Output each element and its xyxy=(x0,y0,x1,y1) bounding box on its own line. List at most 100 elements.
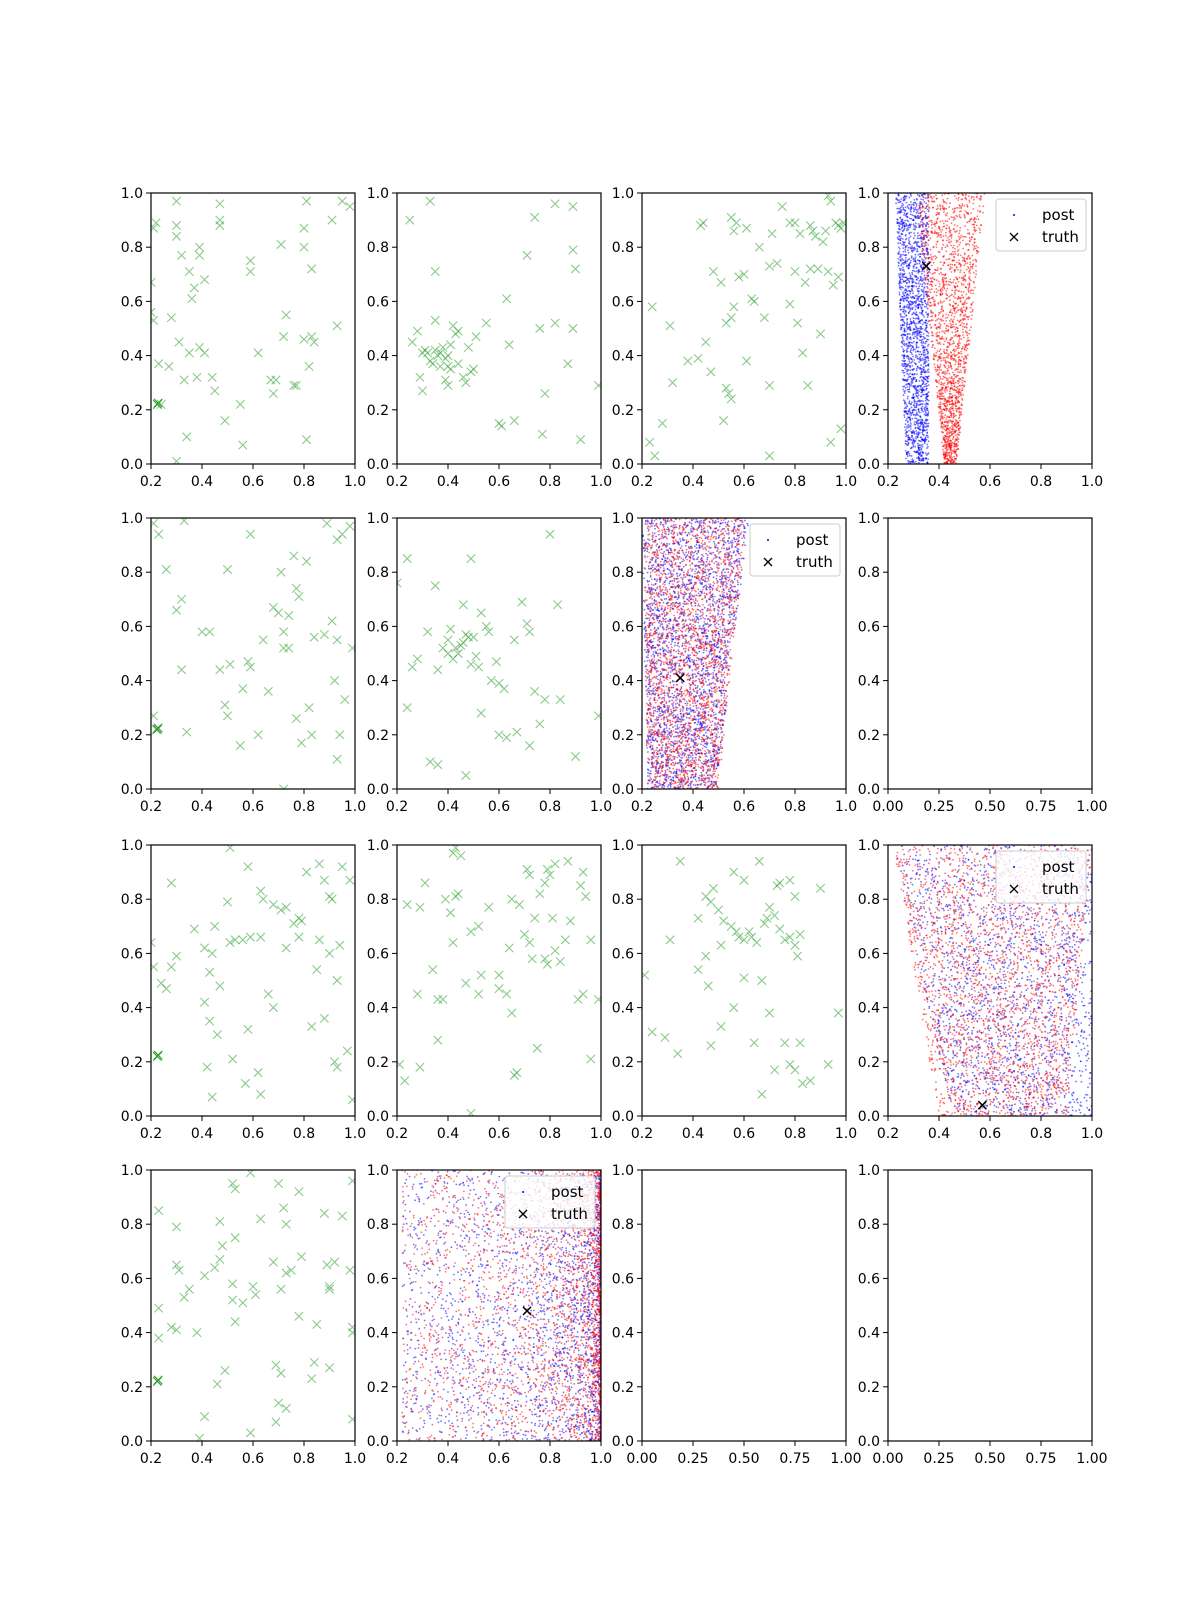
scatter-point xyxy=(291,583,301,594)
post-point xyxy=(946,381,949,384)
post-point xyxy=(943,350,945,353)
post-point xyxy=(904,206,907,209)
post-point xyxy=(724,541,727,544)
post-point xyxy=(914,348,917,351)
post-point xyxy=(937,303,940,305)
post-point xyxy=(918,320,921,323)
post-point xyxy=(742,541,745,544)
post-point xyxy=(972,219,975,221)
post-point xyxy=(703,760,705,763)
post-point xyxy=(919,237,922,239)
post-point xyxy=(911,373,913,375)
post-point xyxy=(911,308,914,311)
post-point xyxy=(964,236,967,238)
post-point xyxy=(947,264,950,267)
post-point xyxy=(906,405,909,408)
post-point xyxy=(702,691,705,694)
post-point xyxy=(926,443,929,446)
post-point xyxy=(917,394,920,396)
post-point xyxy=(920,440,922,443)
post-point xyxy=(946,220,949,223)
post-point xyxy=(647,656,649,659)
post-point xyxy=(945,239,948,242)
post-point xyxy=(918,259,921,262)
post-point xyxy=(952,304,954,307)
post-point xyxy=(914,427,917,430)
post-point xyxy=(915,394,917,397)
post-point xyxy=(696,537,698,540)
post-point xyxy=(954,404,957,407)
post-point xyxy=(915,328,918,331)
post-point xyxy=(934,257,937,260)
post-point xyxy=(694,756,697,759)
post-point xyxy=(922,382,924,385)
post-point xyxy=(947,379,949,381)
post-point xyxy=(723,676,726,679)
post-point xyxy=(933,347,936,349)
scatter-point xyxy=(790,218,800,228)
post-point xyxy=(720,615,723,618)
post-point xyxy=(949,231,952,234)
post-point xyxy=(947,459,950,462)
post-point xyxy=(926,364,929,366)
scatter-point xyxy=(184,267,194,277)
post-point xyxy=(909,246,911,249)
post-point xyxy=(694,521,697,523)
post-point xyxy=(912,311,915,314)
post-point xyxy=(942,235,945,238)
post-point xyxy=(901,275,904,278)
post-point xyxy=(950,240,953,243)
post-point xyxy=(911,360,914,363)
post-point xyxy=(927,300,930,302)
post-point xyxy=(705,680,707,683)
y-tick-label: 0.4 xyxy=(121,349,143,365)
subplot-r2c1: 0.2 0.4 0.6 0.8 1.00.00.20.40.60.81.0 xyxy=(121,511,366,815)
post-point xyxy=(908,280,911,283)
post-point xyxy=(917,208,919,211)
post-point xyxy=(923,295,925,298)
post-point xyxy=(940,410,943,413)
post-point xyxy=(902,394,905,397)
post-point xyxy=(961,399,964,401)
post-point xyxy=(926,338,928,341)
post-point xyxy=(900,298,903,301)
post-point xyxy=(948,403,951,406)
post-point xyxy=(721,636,724,639)
post-point xyxy=(949,343,952,346)
post-point xyxy=(950,267,953,269)
y-tick-label: 0.8 xyxy=(612,240,634,256)
post-point xyxy=(902,266,904,269)
post-point xyxy=(973,226,976,229)
post-point xyxy=(917,419,920,421)
post-point xyxy=(648,676,650,678)
post-point xyxy=(949,326,952,328)
post-point xyxy=(908,337,911,340)
post-point xyxy=(907,410,910,412)
post-point xyxy=(652,684,654,686)
post-point xyxy=(917,447,920,450)
post-point xyxy=(926,398,928,401)
post-point xyxy=(700,528,703,531)
post-point xyxy=(954,331,957,334)
post-point xyxy=(917,217,920,219)
post-point xyxy=(953,342,955,344)
post-point xyxy=(941,412,944,415)
post-point xyxy=(920,353,923,355)
post-point xyxy=(914,308,917,311)
post-point xyxy=(911,401,913,404)
post-point xyxy=(913,301,916,303)
post-point xyxy=(902,334,905,336)
post-point xyxy=(946,287,949,290)
post-point xyxy=(940,318,943,321)
post-point xyxy=(923,337,926,340)
post-point xyxy=(969,261,972,264)
scatter-point xyxy=(443,380,453,390)
post-point xyxy=(938,251,941,254)
post-point xyxy=(934,324,936,327)
post-point xyxy=(658,632,661,635)
post-point xyxy=(923,429,925,432)
post-point xyxy=(967,195,970,198)
post-point xyxy=(926,196,929,199)
post-point xyxy=(946,372,948,374)
post-point xyxy=(941,194,944,197)
